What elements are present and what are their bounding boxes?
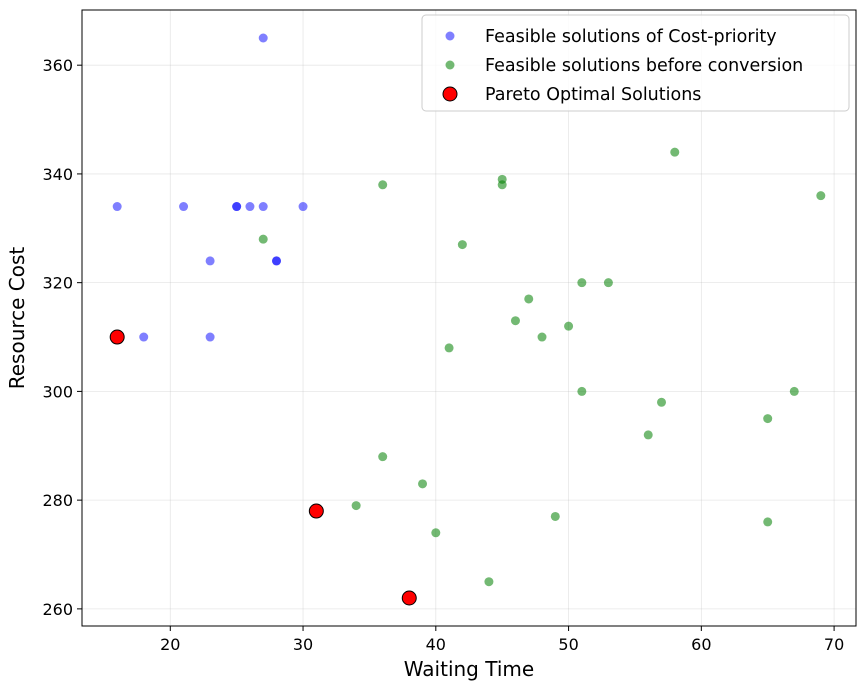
legend-box xyxy=(421,14,850,112)
data-point xyxy=(537,332,547,342)
y-axis-label: Resource Cost xyxy=(5,247,29,390)
pareto-point xyxy=(401,590,417,606)
data-point xyxy=(258,33,268,43)
legend: Feasible solutions of Cost-priority Feasi… xyxy=(421,14,850,112)
data-point xyxy=(763,414,773,424)
series-2 xyxy=(258,147,826,587)
y-tick-label: 360 xyxy=(42,56,73,75)
data-point xyxy=(643,430,653,440)
data-point xyxy=(497,180,507,190)
series-3 xyxy=(109,329,417,606)
data-point xyxy=(378,180,388,190)
data-point xyxy=(763,517,773,527)
data-point xyxy=(510,316,520,326)
data-point xyxy=(112,202,122,212)
data-point xyxy=(789,386,799,396)
plot-frame xyxy=(81,9,857,627)
legend-label: Feasible solutions of Cost-priority xyxy=(485,27,777,47)
data-point xyxy=(271,256,281,266)
data-point xyxy=(139,332,149,342)
x-tick-label: 50 xyxy=(558,635,578,654)
legend-marker xyxy=(445,60,455,70)
data-point xyxy=(245,202,255,212)
data-point xyxy=(670,147,680,157)
legend-label: Feasible solutions before conversion xyxy=(485,56,803,76)
data-point xyxy=(816,191,826,201)
pareto-point xyxy=(109,329,125,345)
data-point xyxy=(258,202,268,212)
data-point xyxy=(577,386,587,396)
data-point xyxy=(657,397,667,407)
data-point xyxy=(577,278,587,288)
series-1 xyxy=(112,33,308,342)
data-point xyxy=(444,343,454,353)
y-tick-label: 300 xyxy=(42,382,73,401)
y-tick-label: 260 xyxy=(42,600,73,619)
data-point xyxy=(351,501,361,511)
x-tick-label: 20 xyxy=(160,635,180,654)
data-point xyxy=(418,479,428,489)
data-point xyxy=(484,577,494,587)
data-point xyxy=(564,321,574,331)
y-tick-label: 320 xyxy=(42,274,73,293)
data-point xyxy=(457,240,467,250)
legend-label: Pareto Optimal Solutions xyxy=(485,85,701,105)
y-tick-label: 280 xyxy=(42,491,73,510)
data-point xyxy=(179,202,189,212)
data-point xyxy=(603,278,613,288)
y-tick-label: 340 xyxy=(42,165,73,184)
data-point xyxy=(205,332,215,342)
data-point xyxy=(431,528,441,538)
x-tick-label: 30 xyxy=(293,635,313,654)
x-tick-label: 70 xyxy=(824,635,844,654)
ticks: 20 30 40 50 60 70 260 280 300 320 340 360 xyxy=(42,56,844,654)
data-point xyxy=(258,234,268,244)
legend-marker xyxy=(445,31,455,41)
x-tick-label: 60 xyxy=(691,635,711,654)
data-point xyxy=(378,452,388,462)
grid xyxy=(82,10,856,626)
data-points xyxy=(109,33,826,606)
pareto-point xyxy=(308,503,324,519)
data-point xyxy=(205,256,215,266)
legend-marker xyxy=(442,86,458,102)
x-axis-label: Waiting Time xyxy=(404,657,534,681)
x-tick-label: 40 xyxy=(426,635,446,654)
data-point xyxy=(550,511,560,521)
data-point xyxy=(298,202,308,212)
data-point xyxy=(232,202,242,212)
data-point xyxy=(524,294,534,304)
